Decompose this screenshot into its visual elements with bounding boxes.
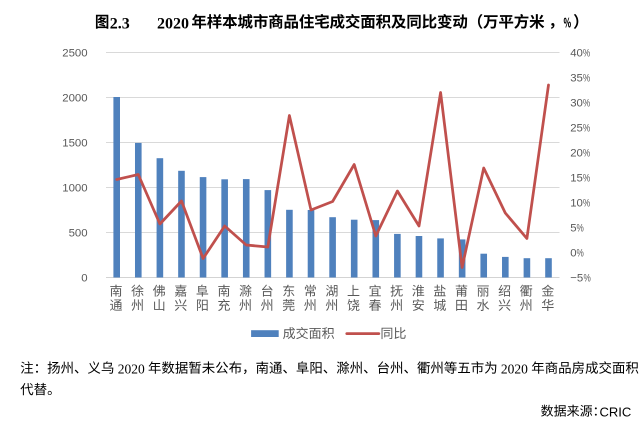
svg-text:CRIC: CRIC (600, 405, 632, 420)
svg-text:2.3: 2.3 (110, 16, 130, 33)
svg-text:0: 0 (81, 272, 87, 284)
svg-text:2500: 2500 (62, 47, 87, 59)
svg-text:%: % (583, 72, 590, 85)
svg-text:%: % (583, 197, 590, 210)
svg-text:1500: 1500 (62, 137, 87, 149)
svg-text:25: 25 (570, 122, 583, 134)
svg-text:30: 30 (570, 97, 583, 109)
svg-text:%: % (583, 172, 590, 185)
svg-text:500: 500 (69, 227, 88, 239)
svg-text:2020: 2020 (118, 361, 145, 376)
svg-text:35: 35 (570, 72, 583, 84)
svg-text:%: % (583, 97, 590, 110)
svg-text:1000: 1000 (62, 182, 87, 194)
svg-text:2020: 2020 (501, 361, 528, 376)
svg-text:%: % (583, 272, 590, 285)
svg-text:%: % (583, 47, 590, 60)
svg-text:−5: −5 (570, 272, 583, 284)
svg-text:2000: 2000 (62, 92, 87, 104)
svg-text:%: % (583, 147, 590, 160)
svg-text:15: 15 (570, 172, 583, 184)
svg-text:10: 10 (570, 197, 583, 209)
svg-text:2020: 2020 (157, 16, 189, 33)
svg-text:%: % (577, 222, 584, 235)
svg-text:%: % (577, 247, 584, 260)
svg-text:20: 20 (570, 147, 583, 159)
svg-text:5: 5 (570, 222, 576, 234)
svg-text:%: % (583, 122, 590, 135)
svg-text:40: 40 (570, 47, 583, 59)
svg-text:0: 0 (570, 247, 576, 259)
